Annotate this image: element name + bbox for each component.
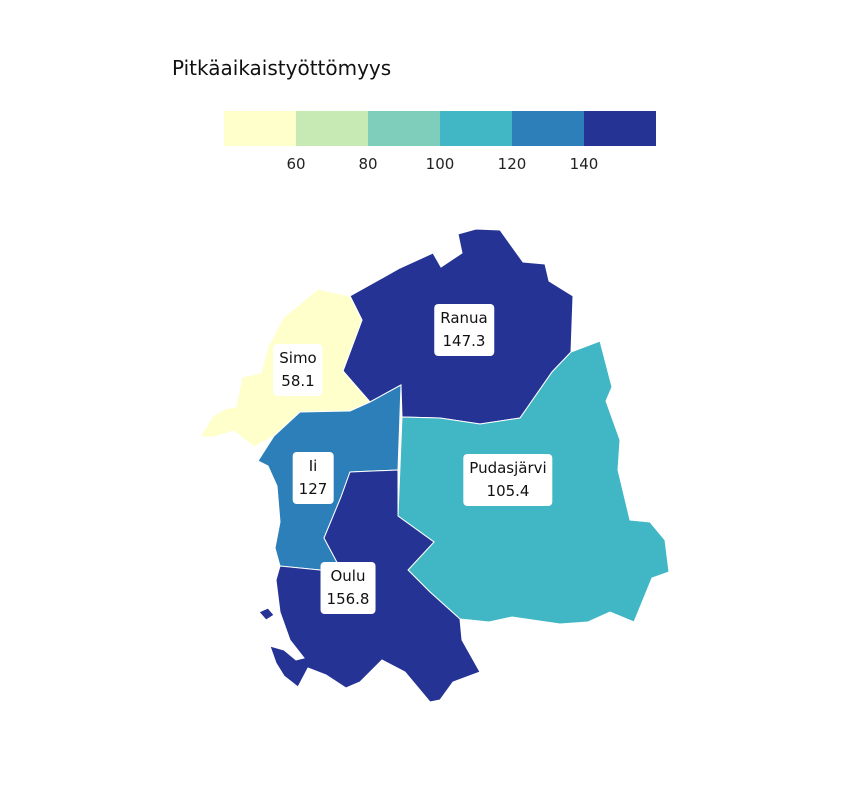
region-oulu-island xyxy=(258,607,275,621)
map-label-simo: Simo 58.1 xyxy=(273,344,323,396)
map-label-ranua: Ranua 147.3 xyxy=(434,304,494,356)
legend-tick: 140 xyxy=(569,155,599,173)
legend-swatch-4 xyxy=(440,111,512,146)
region-name: Simo xyxy=(279,349,317,367)
region-name: Ranua xyxy=(440,309,488,327)
legend-swatch-5 xyxy=(512,111,584,146)
legend-swatch-2 xyxy=(296,111,368,146)
map-label-ii: Ii 127 xyxy=(292,452,334,504)
region-name: Ii xyxy=(308,457,318,475)
map-label-pudasjarvi: Pudasjärvi 105.4 xyxy=(463,454,553,506)
legend-swatch-3 xyxy=(368,111,440,146)
region-name: Pudasjärvi xyxy=(469,459,547,477)
region-value: 147.3 xyxy=(442,332,486,350)
region-value: 58.1 xyxy=(281,372,315,390)
region-value: 105.4 xyxy=(486,482,530,500)
map-label-oulu: Oulu 156.8 xyxy=(320,562,376,614)
region-name: Oulu xyxy=(330,567,366,585)
region-value: 156.8 xyxy=(326,590,370,608)
legend-swatch-1 xyxy=(224,111,296,146)
legend-tick: 100 xyxy=(425,155,455,173)
legend-tick: 120 xyxy=(497,155,527,173)
legend-color-bar xyxy=(224,111,656,146)
legend-tick: 60 xyxy=(286,155,306,173)
legend-swatch-6 xyxy=(584,111,656,146)
legend-tick: 80 xyxy=(358,155,378,173)
legend-title: Pitkäaikaistyöttömyys xyxy=(172,56,392,80)
region-value: 127 xyxy=(298,480,328,498)
